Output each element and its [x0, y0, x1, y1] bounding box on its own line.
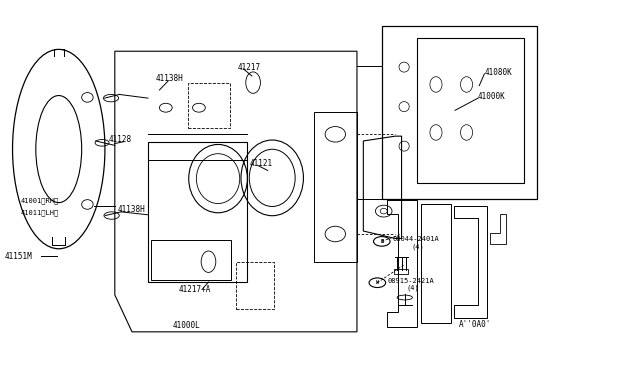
Text: 41080K: 41080K	[484, 68, 512, 77]
Text: 41217+A: 41217+A	[179, 285, 211, 294]
Text: (4): (4)	[411, 244, 424, 250]
Bar	[394, 269, 408, 274]
Text: 41001〈RH〉: 41001〈RH〉	[20, 198, 59, 204]
Text: 41151M: 41151M	[4, 251, 33, 261]
Text: 41011〈LH〉: 41011〈LH〉	[20, 209, 59, 216]
Bar	[417, 38, 524, 183]
Text: 41138H: 41138H	[156, 74, 183, 83]
Text: 41000K: 41000K	[478, 92, 506, 101]
Text: 08915-2421A: 08915-2421A	[388, 278, 435, 283]
Text: (4): (4)	[406, 285, 419, 291]
Text: B: B	[380, 239, 383, 244]
Text: 41121: 41121	[250, 158, 273, 168]
Text: 41217: 41217	[237, 62, 260, 72]
Text: 41000L: 41000L	[172, 321, 200, 330]
Text: 41128: 41128	[108, 135, 132, 144]
Text: A''0A0': A''0A0'	[459, 320, 492, 329]
Text: 41138H: 41138H	[117, 205, 145, 215]
Text: 08044-2401A: 08044-2401A	[392, 236, 439, 242]
Bar	[383, 26, 537, 199]
Text: W: W	[376, 280, 379, 285]
